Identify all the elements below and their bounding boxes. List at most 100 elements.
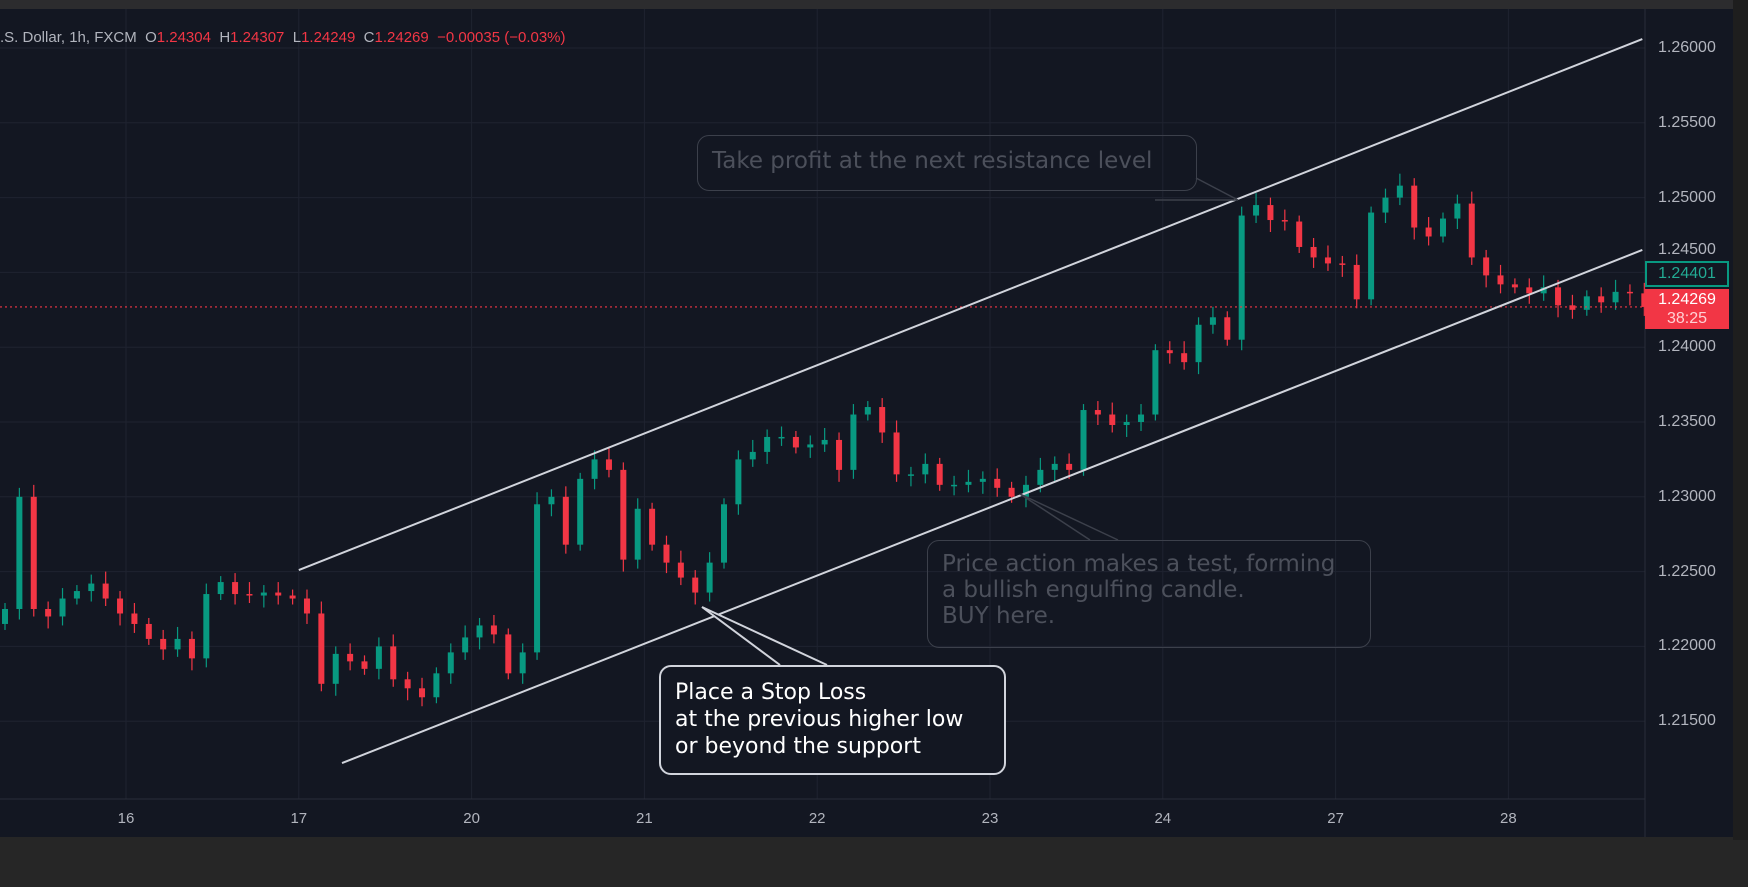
entry-text-line: a bullish engulfing candle. <box>942 577 1245 603</box>
candle-down <box>318 613 325 684</box>
candle-down <box>649 508 656 545</box>
candle-up <box>1080 410 1087 470</box>
price-axis-label: 1.26000 <box>1658 39 1716 56</box>
time-axis-label: 20 <box>463 810 480 827</box>
candle-down <box>275 592 282 596</box>
symbol-title: .S. Dollar, 1h, FXCM <box>0 29 137 46</box>
price-axis-label: 1.24500 <box>1658 241 1716 258</box>
channel-line-lower <box>341 249 1643 765</box>
high-label: H <box>219 29 231 46</box>
candle-up <box>577 478 584 545</box>
entry-text-line: BUY here. <box>942 603 1056 629</box>
candle-up <box>217 582 224 595</box>
candle-down <box>792 436 799 448</box>
candle-up <box>1540 287 1547 294</box>
candle-up <box>2 609 8 624</box>
entry-text-line: Price action makes a test, forming <box>942 551 1336 577</box>
candle-down <box>1569 305 1576 310</box>
candle-down <box>1066 463 1073 470</box>
candle-down <box>145 623 152 639</box>
candle-down <box>1641 293 1648 307</box>
candle-up <box>1152 350 1159 415</box>
candle-up <box>1454 203 1461 219</box>
candle-down <box>1109 414 1116 425</box>
candle-up <box>1123 422 1130 425</box>
stop-loss-text-line: Place a Stop Loss <box>675 680 867 705</box>
price-chart[interactable] <box>0 9 1733 837</box>
window-edge <box>1733 0 1748 840</box>
candle-up <box>462 637 469 653</box>
candle-up <box>922 463 929 475</box>
candle-down <box>30 496 37 609</box>
open-value: 1.24304 <box>156 29 211 46</box>
candle-up <box>764 436 771 452</box>
candle-down <box>1224 317 1231 340</box>
candle-down <box>994 478 1001 488</box>
window-top-strip <box>0 0 1748 9</box>
entry-pointer <box>1019 493 1119 541</box>
candle-down <box>879 407 886 433</box>
candle-up <box>1209 317 1216 325</box>
candle-down <box>836 439 843 470</box>
candle-down <box>361 661 368 669</box>
candle-up <box>807 444 814 448</box>
low-value: 1.24249 <box>301 29 356 46</box>
candle-up <box>260 592 267 596</box>
candle-down <box>45 609 52 617</box>
symbol-legend: .S. Dollar, 1h, FXCM O1.24304 H1.24307 L… <box>0 29 566 46</box>
candle-down <box>1497 275 1504 285</box>
candle-up <box>591 459 598 479</box>
candle-up <box>1238 215 1245 340</box>
candle-up <box>821 439 828 445</box>
chart-pane[interactable]: .S. Dollar, 1h, FXCM O1.24304 H1.24307 L… <box>0 9 1733 837</box>
price-axis-label: 1.24000 <box>1658 338 1716 356</box>
candle-up <box>706 562 713 593</box>
take-profit-pointer <box>1155 177 1239 201</box>
candle-down <box>1468 203 1475 258</box>
channel-line-upper <box>298 38 1643 572</box>
candle-up <box>965 481 972 485</box>
stop-loss-text-line: or beyond the support <box>675 734 921 759</box>
candle-up <box>907 474 914 476</box>
candle-down <box>620 469 627 560</box>
candle-down <box>505 634 512 674</box>
countdown-timer: 38:25 <box>1666 310 1708 327</box>
time-axis-label: 17 <box>290 810 308 827</box>
candle-up <box>1037 469 1044 485</box>
candle-up <box>73 591 80 599</box>
candle-down <box>562 496 569 545</box>
candle-up <box>1195 324 1202 363</box>
time-axis-label: 22 <box>808 810 826 827</box>
candle-down <box>677 562 684 578</box>
candle-down <box>419 688 426 698</box>
candle-down <box>1511 284 1518 288</box>
candle-down <box>347 653 354 662</box>
candle-up <box>1022 484 1029 497</box>
candle-down <box>692 577 699 593</box>
candle-down <box>246 594 253 596</box>
take-profit-callout[interactable]: Take profit at the next resistance level <box>697 135 1197 191</box>
candle-up <box>864 407 871 415</box>
candle-up <box>534 504 541 653</box>
last-price-label: 1.24269 38:25 <box>1645 289 1729 329</box>
candle-down <box>188 638 195 659</box>
price-axis-label: 1.21500 <box>1658 712 1716 730</box>
candle-up <box>203 594 210 659</box>
candle-down <box>289 595 296 599</box>
candle-down <box>1483 257 1490 276</box>
candle-down <box>490 625 497 635</box>
candle-up <box>721 504 727 563</box>
stop-loss-callout[interactable]: Place a Stop Loss at the previous higher… <box>659 665 1006 775</box>
candle-up <box>1253 205 1260 216</box>
candle-down <box>232 582 239 595</box>
candle-down <box>936 463 943 485</box>
entry-callout[interactable]: Price action makes a test, forming a bul… <box>927 540 1371 648</box>
time-axis-label: 23 <box>981 810 999 827</box>
stop-loss-text-line: at the previous higher low <box>675 707 964 732</box>
time-axis-label: 16 <box>117 810 135 827</box>
candle-up <box>1612 291 1619 303</box>
candle-up <box>749 451 756 460</box>
price-axis-label: 1.25000 <box>1658 188 1716 206</box>
candle-down <box>160 638 167 650</box>
candle-up <box>519 652 526 674</box>
